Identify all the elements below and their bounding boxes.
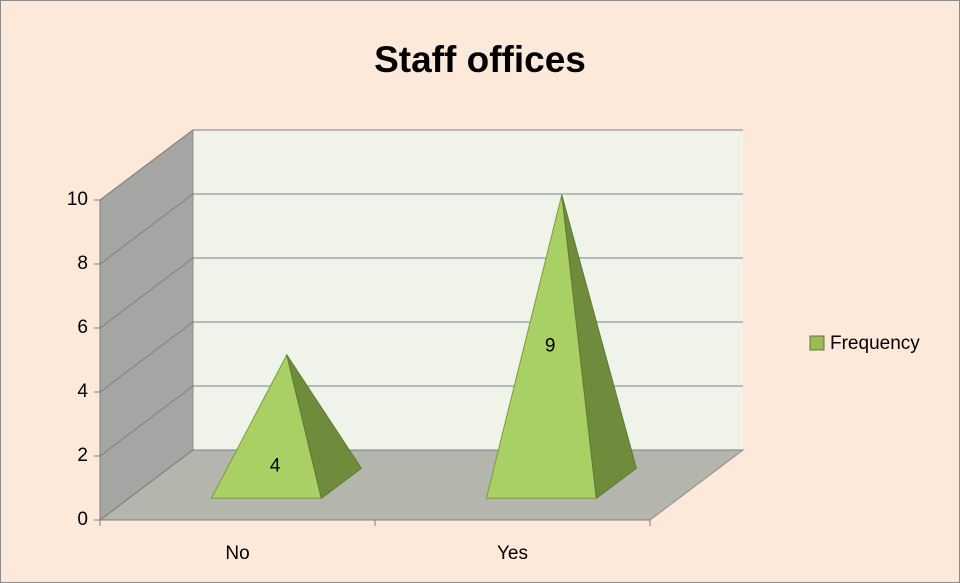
side-grid-line	[99, 385, 194, 457]
data-label: 9	[545, 336, 556, 357]
y-tick-label: 4	[77, 381, 88, 402]
y-tick-label: 10	[67, 189, 88, 210]
floor	[98, 449, 745, 521]
legend-label: Frequency	[830, 333, 920, 354]
chart-title: Staff offices	[374, 39, 586, 80]
data-label: 4	[270, 456, 281, 477]
y-tick-label: 8	[77, 253, 88, 274]
side-grid-line	[99, 257, 194, 329]
y-tick-label: 2	[77, 445, 88, 466]
pyramid	[485, 194, 637, 500]
x-tick-label: No	[225, 543, 249, 564]
side-grid-line	[99, 129, 194, 201]
y-tick-label: 6	[77, 317, 88, 338]
x-tick-label: Yes	[497, 543, 528, 564]
y-tick-label: 0	[77, 509, 88, 530]
legend-swatch	[809, 335, 825, 351]
pyramid-side	[561, 194, 637, 500]
side-grid-line	[99, 321, 194, 393]
side-grid-line	[99, 449, 194, 521]
pyramid-side	[286, 354, 362, 500]
pyramid	[210, 353, 362, 500]
side-grid-line	[99, 193, 194, 265]
